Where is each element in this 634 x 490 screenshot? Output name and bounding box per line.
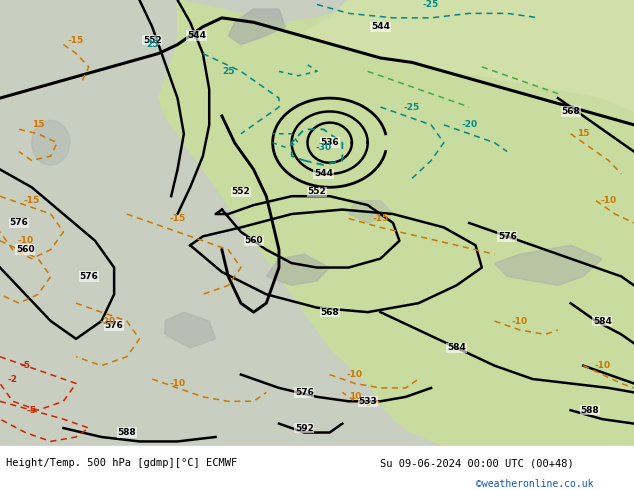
Text: 592: 592 [295, 423, 314, 433]
Text: -20: -20 [100, 317, 116, 325]
Text: Height/Temp. 500 hPa [gdmp][°C] ECMWF: Height/Temp. 500 hPa [gdmp][°C] ECMWF [6, 458, 238, 468]
Polygon shape [266, 254, 330, 285]
Text: 533: 533 [358, 397, 377, 406]
Text: 15: 15 [577, 129, 590, 138]
Polygon shape [349, 201, 393, 223]
Text: 10: 10 [349, 392, 361, 401]
Text: 576: 576 [79, 272, 98, 281]
Ellipse shape [32, 121, 70, 165]
Text: 576: 576 [295, 388, 314, 397]
Text: 544: 544 [371, 22, 390, 31]
Text: 25: 25 [146, 40, 158, 49]
Text: 568: 568 [320, 308, 339, 317]
Text: -10: -10 [347, 370, 363, 379]
Text: 552: 552 [143, 36, 162, 45]
Text: 560: 560 [244, 236, 263, 245]
Polygon shape [228, 9, 285, 45]
Text: 544: 544 [314, 170, 333, 178]
Text: -10: -10 [512, 317, 528, 325]
Text: 588: 588 [580, 406, 599, 415]
Text: 584: 584 [593, 317, 612, 325]
Text: 588: 588 [117, 428, 136, 437]
Polygon shape [304, 0, 634, 112]
Text: 552: 552 [231, 187, 250, 196]
Text: 576: 576 [105, 321, 124, 330]
Text: 576: 576 [10, 219, 29, 227]
Text: 560: 560 [16, 245, 35, 254]
Text: 25: 25 [222, 67, 235, 76]
Text: -2: -2 [8, 374, 18, 384]
Text: -25: -25 [423, 0, 439, 9]
Text: 584: 584 [447, 343, 466, 352]
Polygon shape [165, 312, 216, 348]
Text: -30: -30 [315, 143, 332, 151]
Text: Su 09-06-2024 00:00 UTC (00+48): Su 09-06-2024 00:00 UTC (00+48) [380, 458, 574, 468]
Text: 536: 536 [320, 138, 339, 147]
Text: -15: -15 [169, 214, 186, 223]
Text: -15: -15 [372, 214, 389, 223]
Text: -15: -15 [23, 196, 40, 205]
Text: -5: -5 [20, 361, 30, 370]
Text: -10: -10 [17, 236, 34, 245]
Text: -10: -10 [169, 379, 186, 388]
Text: -15: -15 [68, 36, 84, 45]
Text: 568: 568 [561, 107, 580, 116]
Text: -10: -10 [600, 196, 617, 205]
Polygon shape [158, 0, 634, 446]
Text: 15: 15 [32, 121, 44, 129]
Text: -25: -25 [404, 102, 420, 112]
Text: -10: -10 [594, 361, 611, 370]
Text: 552: 552 [307, 187, 327, 196]
Polygon shape [495, 245, 602, 285]
Text: ©weatheronline.co.uk: ©weatheronline.co.uk [476, 479, 593, 489]
Text: 544: 544 [187, 31, 206, 40]
Text: -5: -5 [27, 406, 37, 415]
Text: -20: -20 [461, 121, 477, 129]
Text: 576: 576 [498, 232, 517, 241]
